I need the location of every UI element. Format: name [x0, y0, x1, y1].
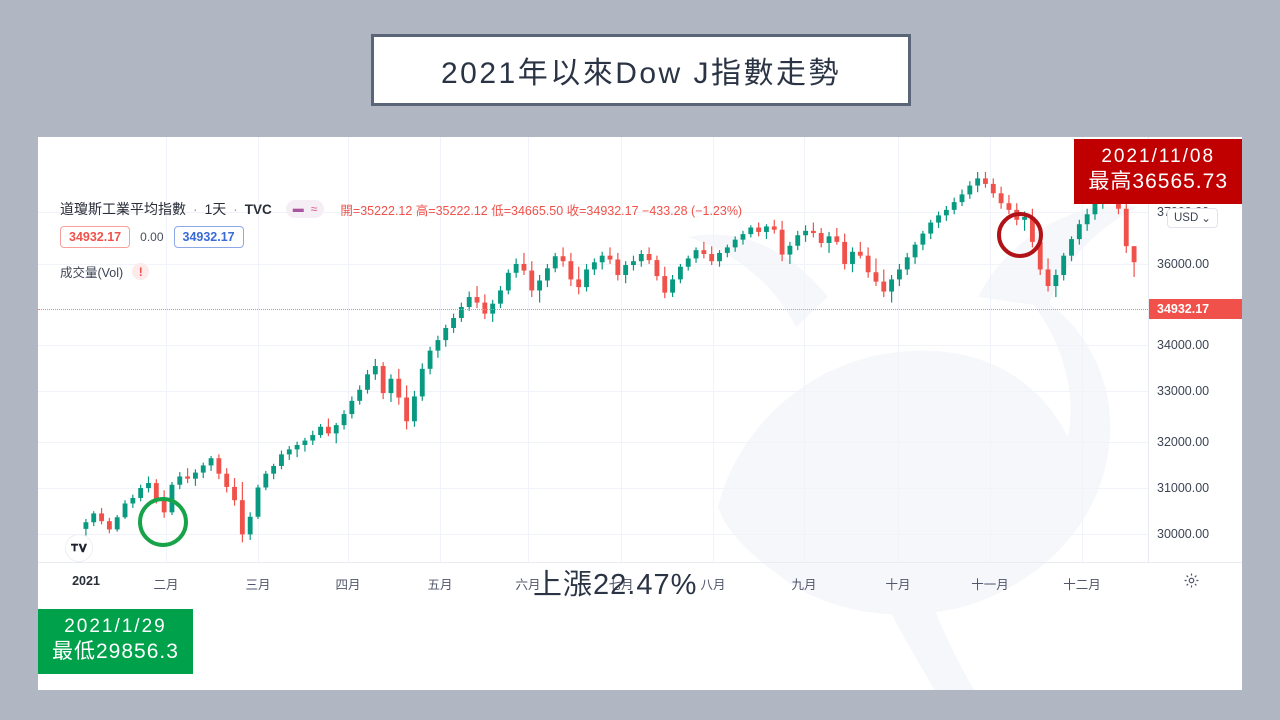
- exchange-label[interactable]: TVC: [244, 201, 272, 217]
- gridline-vertical: [804, 137, 805, 562]
- time-tick: 四月: [335, 578, 361, 592]
- time-tick: 十月: [885, 578, 911, 592]
- gridline-vertical: [528, 137, 529, 562]
- time-tick: 七月: [608, 578, 634, 592]
- high-tag-value: 最高36565.73: [1088, 170, 1228, 194]
- line-style-icon[interactable]: ▬: [292, 203, 304, 215]
- time-tick: 十二月: [1063, 578, 1101, 592]
- chart-style-pill-group[interactable]: ▬ ≈: [285, 200, 325, 218]
- gridline-vertical: [258, 137, 259, 562]
- gridline-vertical: [1082, 137, 1083, 562]
- time-tick: 2021: [72, 574, 100, 588]
- time-tick: 八月: [700, 578, 726, 592]
- current-price-line: [38, 309, 1148, 310]
- gridline-vertical: [166, 137, 167, 562]
- gridline-horizontal: [38, 534, 1148, 535]
- volume-label[interactable]: 成交量(Vol): [60, 266, 124, 280]
- percent-change-annotation: 上漲22.47%: [533, 569, 698, 601]
- time-tick: 九月: [791, 578, 817, 592]
- high-tag-date: 2021/11/08: [1101, 146, 1216, 167]
- buy-price-badge[interactable]: 34932.17: [173, 226, 244, 248]
- time-axis[interactable]: 2021 二月 三月 四月 五月 六月 七月 八月 九月 十月 十一月 十二月: [38, 562, 1242, 598]
- chart-panel: 道瓊斯工業平均指數 · 1天 · TVC ▬ ≈ 開=35222.12 高=35…: [38, 137, 1242, 690]
- legend-symbol-row: 道瓊斯工業平均指數 · 1天 · TVC ▬ ≈ 開=35222.12 高=35…: [60, 199, 742, 219]
- gridline-vertical: [990, 137, 991, 562]
- legend-separator: ·: [233, 201, 238, 217]
- gridline-vertical: [348, 137, 349, 562]
- time-tick: 三月: [245, 578, 271, 592]
- page-title: 2021年以來Dow J指數走勢: [440, 57, 842, 90]
- price-tick: 34000.00: [1157, 338, 1210, 352]
- plot-area: [38, 137, 1148, 562]
- interval-label[interactable]: 1天: [204, 201, 227, 217]
- spread-value: 0.00: [140, 230, 164, 244]
- currency-selector[interactable]: USD ⌄: [1167, 208, 1218, 228]
- low-tag-value: 最低29856.3: [52, 640, 179, 664]
- gear-icon[interactable]: [1183, 572, 1200, 589]
- time-tick: 六月: [515, 578, 541, 592]
- high-highlight-ring: [997, 212, 1043, 258]
- low-highlight-ring: [138, 497, 188, 547]
- price-tick: 30000.00: [1157, 527, 1210, 541]
- gridline-horizontal: [38, 488, 1148, 489]
- symbol-name[interactable]: 道瓊斯工業平均指數: [60, 201, 186, 217]
- tradingview-logo-icon[interactable]: [65, 534, 93, 562]
- price-tick: 36000.00: [1157, 257, 1210, 271]
- gridline-vertical: [898, 137, 899, 562]
- low-tag-date: 2021/1/29: [64, 616, 167, 637]
- ohlc-values: 開=35222.12 高=35222.12 低=34665.50 收=34932…: [340, 203, 743, 218]
- candlestick-series: [83, 171, 1137, 543]
- time-tick: 五月: [427, 578, 453, 592]
- wave-icon[interactable]: ≈: [310, 202, 318, 216]
- gridline-vertical: [440, 137, 441, 562]
- currency-label: USD: [1174, 212, 1199, 224]
- gridline-horizontal: [38, 212, 1148, 213]
- warning-icon[interactable]: !: [132, 263, 150, 280]
- gridline-horizontal: [38, 442, 1148, 443]
- time-tick: 二月: [153, 578, 179, 592]
- gridline-horizontal: [38, 391, 1148, 392]
- legend-price-row: 34932.17 0.00 34932.17: [60, 226, 742, 248]
- chart-legend: 道瓊斯工業平均指數 · 1天 · TVC ▬ ≈ 開=35222.12 高=35…: [60, 199, 742, 281]
- high-tag: 2021/11/08 最高36565.73: [1074, 139, 1242, 205]
- price-tick: 31000.00: [1157, 481, 1210, 495]
- price-axis[interactable]: 37000.00 36000.00 34932.17 34000.00 3300…: [1148, 137, 1242, 562]
- gridline-vertical: [621, 137, 622, 562]
- low-tag: 2021/1/29 最低29856.3: [38, 609, 193, 675]
- gridline-vertical: [713, 137, 714, 562]
- chevron-down-icon: ⌄: [1201, 213, 1211, 225]
- current-price-badge: 34932.17: [1149, 299, 1242, 319]
- time-tick: 十一月: [971, 578, 1009, 592]
- price-tick: 33000.00: [1157, 384, 1210, 398]
- gridline-horizontal: [38, 345, 1148, 346]
- legend-separator: ·: [193, 201, 198, 217]
- price-tick: 32000.00: [1157, 435, 1210, 449]
- legend-volume-row: 成交量(Vol) !: [60, 262, 742, 281]
- page-title-banner: 2021年以來Dow J指數走勢: [371, 34, 911, 106]
- sell-price-badge[interactable]: 34932.17: [60, 226, 131, 248]
